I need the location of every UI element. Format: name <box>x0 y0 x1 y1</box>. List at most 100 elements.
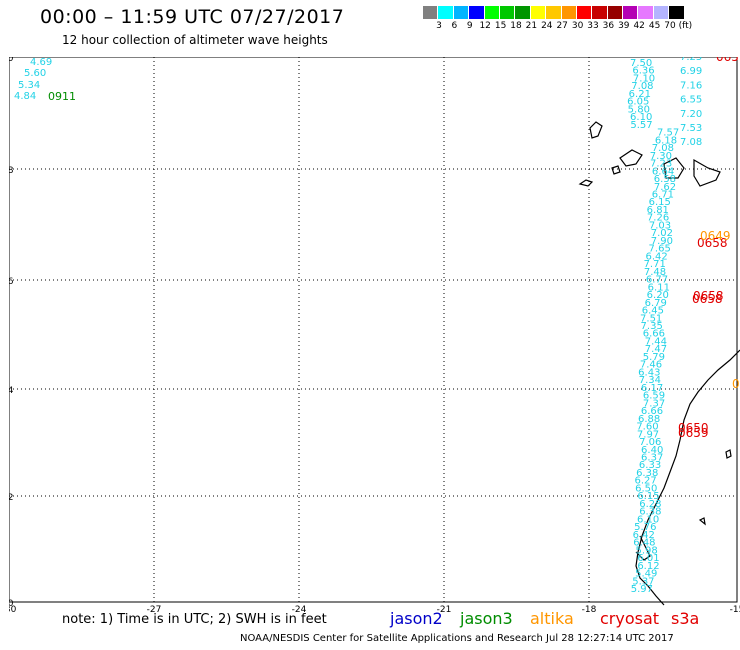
jason3-time-label: 0911 <box>48 90 76 103</box>
color-swatch <box>423 6 439 19</box>
wave-height-label: 7.57 <box>657 128 679 139</box>
color-scale-label: 18 <box>510 21 522 31</box>
canary-island-gomera <box>611 165 621 175</box>
wave-height-label: 6.58 <box>654 174 676 185</box>
wave-height-label: 6.21 <box>629 89 651 100</box>
color-swatch <box>623 6 639 19</box>
wave-height-label: 6.38 <box>639 507 661 518</box>
color-scale-label: 39 <box>618 21 630 31</box>
legend-cryosat: cryosat <box>600 609 660 628</box>
wave-height-label: 7.53 <box>680 123 702 134</box>
wave-height-label: 6.42 <box>633 530 655 541</box>
wave-height-label: 5.76 <box>634 522 656 533</box>
wave-height-label: 7.08 <box>680 137 702 148</box>
color-swatch <box>561 6 577 19</box>
wave-height-label: 7.71 <box>644 259 666 270</box>
cryosat-time-label: 0658 <box>692 292 723 306</box>
wave-height-label: 5.49 <box>635 569 657 580</box>
wave-height-label: 5.79 <box>643 352 665 363</box>
wave-height-label: 5.97 <box>631 584 653 595</box>
islet-b <box>698 517 706 526</box>
color-scale-label: 36 <box>602 21 615 31</box>
wave-height-label: 7.97 <box>637 429 659 440</box>
wave-height-label: 5.37 <box>632 576 654 587</box>
latitude-tick-label: 20 <box>9 599 14 609</box>
wave-height-label: 6.17 <box>641 383 663 394</box>
color-swatch <box>453 6 470 19</box>
color-swatch <box>669 6 685 19</box>
altika-time-label: 0 <box>732 377 740 391</box>
altika-time-label: 0649 <box>700 229 731 243</box>
coastline <box>578 121 740 606</box>
wave-height-label: 7.51 <box>640 313 662 324</box>
color-scale-label: 9 <box>466 21 473 31</box>
wave-height-label: 7.08 <box>631 81 653 92</box>
wave-height-label: 7.65 <box>649 244 671 255</box>
wave-height-label: 6.99 <box>680 66 702 77</box>
cryosat-time-label: 0658 <box>693 289 724 303</box>
color-scale-label: 27 <box>556 21 568 31</box>
wave-height-label: 7.10 <box>633 73 655 84</box>
wave-height-label: 6.55 <box>680 95 702 106</box>
canary-island-hierro <box>578 179 594 187</box>
legend-note: note: 1) Time is in UTC; 2) SWH is in fe… <box>62 612 327 627</box>
latitude-tick-label: 26 <box>9 277 14 287</box>
map-frame <box>9 57 738 603</box>
wave-height-label: 6.10 <box>637 514 659 525</box>
legend-s3a: s3a <box>671 609 700 628</box>
wave-height-label: 7.26 <box>647 213 669 224</box>
coast-inlet <box>635 535 651 561</box>
color-scale-label: 3 <box>436 21 442 31</box>
color-swatch <box>546 6 562 19</box>
color-scale-label: 45 <box>648 21 661 31</box>
latitude-tick-label: 28 <box>9 166 14 176</box>
longitude-tick-label: -30 <box>9 605 17 615</box>
wave-height-label: 6.15 <box>637 491 659 502</box>
wave-height-label: 6.37 <box>641 453 663 464</box>
wave-height-label: 6.66 <box>641 406 663 417</box>
wave-height-label: 7.30 <box>650 151 672 162</box>
wave-height-label: 6.01 <box>637 553 659 564</box>
cryosat-time-label: 0659 <box>678 426 709 440</box>
longitude-tick-label: -15 <box>730 605 740 615</box>
cryosat-time-label: 0658 <box>697 236 728 250</box>
color-scale-label: 70 <box>664 21 676 31</box>
wave-height-label: 4.84 <box>14 91 36 102</box>
wave-height-labels: 4.695.605.344.84 7.25 6.99 7.16 6.55 7.20 7.53… <box>14 57 740 595</box>
wave-height-label: 7.62 <box>654 182 676 193</box>
wave-height-label: 6.38 <box>636 468 658 479</box>
wave-height-label: 6.66 <box>643 329 665 340</box>
wave-height-label: 6.71 <box>652 190 674 201</box>
wave-height-label: 7.46 <box>640 360 662 371</box>
cryosat-time-label: 0650 <box>678 421 709 435</box>
wave-height-map: -30-27-24-21-18-15302826242220 4.695.605… <box>9 57 740 615</box>
wave-height-label: 7.08 <box>652 143 674 154</box>
longitude-tick-label: -24 <box>292 605 307 615</box>
wave-height-label: 6.42 <box>646 251 668 262</box>
wave-height-label: 7.35 <box>641 321 663 332</box>
wave-height-label: 6.81 <box>647 205 669 216</box>
wave-height-label: 7.90 <box>651 236 673 247</box>
wave-height-label: 7.47 <box>645 344 667 355</box>
legend-jason2: jason2 <box>390 609 443 628</box>
color-swatch <box>576 6 593 19</box>
map-title: 00:00 – 11:59 UTC 07/27/2017 <box>40 6 345 28</box>
credit-line: NOAA/NESDIS Center for Satellite Applica… <box>240 633 674 644</box>
wave-height-label: 5.34 <box>18 80 40 91</box>
s3a-time-label: 065 <box>716 57 739 64</box>
wave-height-label: 5.80 <box>628 104 650 115</box>
wave-height-label: 7.60 <box>636 422 658 433</box>
longitude-tick-label: -18 <box>582 605 597 615</box>
islet-a <box>725 449 732 459</box>
wave-height-label: 7.16 <box>680 80 702 91</box>
canary-island-tenerife <box>619 149 643 167</box>
wave-height-label: 6.36 <box>632 66 654 77</box>
color-scale-label: (ft) <box>678 21 693 31</box>
lat-lon-grid: -30 -27 -24 -21 -18 -15 30 28 26 24 22 20 <box>9 57 740 615</box>
color-scale-label: 42 <box>633 21 645 31</box>
wave-height-label: 7.02 <box>651 228 673 239</box>
wave-height-label: 6.27 <box>634 476 656 487</box>
canary-island-gran-canaria <box>663 157 685 179</box>
wave-height-label: 7.23 <box>650 159 672 170</box>
color-scale-label: 6 <box>451 21 458 31</box>
